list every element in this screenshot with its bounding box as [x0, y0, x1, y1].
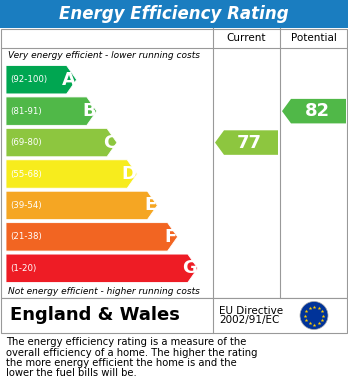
Text: Potential: Potential [291, 33, 337, 43]
Polygon shape [6, 222, 177, 251]
Text: (39-54): (39-54) [10, 201, 42, 210]
Text: EU Directive: EU Directive [219, 305, 283, 316]
Text: A: A [62, 71, 76, 89]
Text: B: B [82, 102, 96, 120]
Text: (69-80): (69-80) [10, 138, 42, 147]
Text: England & Wales: England & Wales [10, 307, 180, 325]
Polygon shape [215, 130, 278, 155]
Text: Current: Current [227, 33, 266, 43]
Circle shape [300, 301, 328, 330]
Text: 77: 77 [237, 134, 262, 152]
Polygon shape [282, 99, 346, 124]
Text: (55-68): (55-68) [10, 170, 42, 179]
FancyBboxPatch shape [1, 298, 347, 333]
Text: the more energy efficient the home is and the: the more energy efficient the home is an… [6, 358, 237, 368]
Text: Very energy efficient - lower running costs: Very energy efficient - lower running co… [8, 52, 200, 61]
Text: (92-100): (92-100) [10, 75, 47, 84]
Polygon shape [6, 160, 137, 188]
Text: E: E [144, 196, 156, 214]
Text: The energy efficiency rating is a measure of the: The energy efficiency rating is a measur… [6, 337, 246, 347]
Text: F: F [164, 228, 176, 246]
FancyBboxPatch shape [0, 0, 348, 28]
Polygon shape [6, 128, 117, 157]
Polygon shape [6, 191, 157, 220]
Text: D: D [121, 165, 136, 183]
Text: G: G [182, 259, 197, 277]
Text: Not energy efficient - higher running costs: Not energy efficient - higher running co… [8, 287, 200, 296]
Text: C: C [103, 134, 116, 152]
Text: Energy Efficiency Rating: Energy Efficiency Rating [59, 5, 289, 23]
Text: 2002/91/EC: 2002/91/EC [219, 316, 279, 325]
Polygon shape [6, 97, 97, 126]
Polygon shape [6, 254, 198, 283]
Text: (81-91): (81-91) [10, 107, 42, 116]
Text: (1-20): (1-20) [10, 264, 36, 273]
Text: lower the fuel bills will be.: lower the fuel bills will be. [6, 368, 137, 378]
Text: 82: 82 [304, 102, 330, 120]
FancyBboxPatch shape [1, 29, 347, 298]
Text: (21-38): (21-38) [10, 232, 42, 241]
Polygon shape [6, 66, 77, 94]
Text: overall efficiency of a home. The higher the rating: overall efficiency of a home. The higher… [6, 348, 258, 357]
